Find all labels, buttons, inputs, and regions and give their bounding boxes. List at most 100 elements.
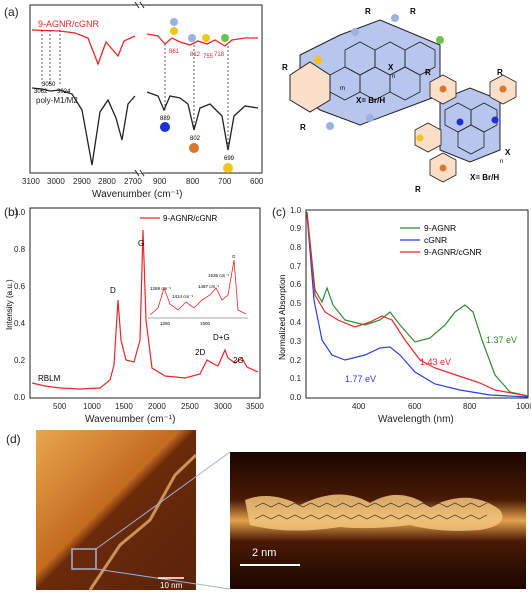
panel-c-legend: 9-AGNR cGNR 9-AGNR/cGNR — [400, 223, 482, 257]
panel-b-ylabel: Intensity (a.u.) — [5, 279, 14, 330]
series-cgnr — [306, 213, 529, 398]
xtick: 700 — [218, 177, 232, 186]
r-label: R — [497, 68, 503, 77]
peak-2d: 2D — [195, 348, 205, 357]
series-poly-m1m2-ir — [31, 87, 259, 166]
peak-d: D — [110, 286, 116, 295]
panel-c: (c) Normalized Absorption 0.0 0.1 0.2 0.… — [270, 200, 531, 425]
xtick: 1000 — [83, 402, 101, 411]
panel-d: (d) 10 nm 2 nm — [0, 425, 531, 595]
r-label: R — [415, 185, 421, 194]
panel-d-svg: (d) 10 nm 2 nm — [6, 430, 526, 591]
orange-dot — [189, 143, 199, 153]
legend-cgnr: cGNR — [424, 235, 447, 245]
xtick: 3100 — [22, 177, 40, 186]
ytick: 0.4 — [14, 319, 26, 328]
peak-g: G — [138, 239, 144, 248]
ytick: 0.0 — [290, 393, 302, 402]
r-label: R — [300, 123, 306, 132]
inset-peak: G — [232, 254, 236, 259]
panel-c-yticks: 0.0 0.1 0.2 0.3 0.4 0.5 0.6 0.7 0.8 0.9 … — [290, 206, 302, 402]
green-dot — [221, 34, 229, 42]
blue-dot — [160, 122, 170, 132]
xtick: 800 — [186, 177, 200, 186]
axis-break-top — [134, 1, 145, 9]
peak-861: 861 — [169, 49, 180, 55]
panel-a: (a) 9-AGNR/cGNR poly-M1/M2 3062 3050 302… — [0, 0, 531, 200]
xtick: 3000 — [214, 402, 232, 411]
xtick: 2000 — [148, 402, 166, 411]
ytick: 0.3 — [290, 337, 302, 346]
xtick: 3500 — [246, 402, 264, 411]
zoom-line-bottom — [95, 568, 231, 590]
annot-143: 1.43 eV — [420, 357, 451, 367]
peak-2g: 2G — [233, 356, 244, 365]
gnr-structure-1: R R R R X n m X= Br/H — [282, 7, 446, 132]
ytick: 0.6 — [14, 282, 26, 291]
panel-b: (b) Intensity (a.u.) 0.0 0.2 0.4 0.6 0.8… — [0, 200, 270, 425]
ytick: 0.8 — [14, 245, 26, 254]
m-label: m — [340, 86, 345, 92]
legend-9agnr: 9-AGNR — [424, 223, 456, 233]
annot-137: 1.37 eV — [486, 335, 517, 345]
panel-b-xlabel: Wavenumber (cm⁻¹) — [85, 414, 175, 425]
yellow-dot — [170, 27, 178, 35]
series-9agnr — [306, 211, 529, 397]
top-series-label: 9-AGNR/cGNR — [38, 19, 100, 29]
panel-c-svg: (c) Normalized Absorption 0.0 0.1 0.2 0.… — [272, 205, 531, 425]
xtick: 1500 — [115, 402, 133, 411]
peak-3050: 3050 — [42, 82, 56, 88]
panel-b-svg: (b) Intensity (a.u.) 0.0 0.2 0.4 0.6 0.8… — [4, 205, 264, 425]
yellow-dot — [202, 34, 210, 42]
n-label: n — [392, 74, 395, 80]
axis-break-bottom — [134, 169, 145, 177]
peak-3024: 3024 — [57, 89, 71, 95]
panel-a-label: (a) — [4, 5, 19, 19]
ytick: 0.0 — [14, 393, 26, 402]
panel-c-ylabel: Normalized Absorption — [277, 274, 287, 360]
stm-overview-image — [36, 430, 196, 590]
ytick: 1.0 — [14, 208, 26, 217]
panel-c-axes — [305, 209, 529, 399]
ytick: 0.6 — [290, 280, 302, 289]
peak-802: 802 — [190, 136, 201, 142]
inset-peak: 1414 cm⁻¹ — [172, 294, 194, 299]
light-blue-dot — [188, 34, 196, 42]
gnr-structure-2: R R R X n X= Br/H — [414, 68, 517, 194]
xtick: 400 — [352, 402, 366, 411]
panel-a-axes — [29, 4, 263, 174]
peak-889: 889 — [160, 116, 171, 122]
panel-b-axes — [29, 207, 261, 399]
ytick: 1.0 — [290, 206, 302, 215]
bottom-series-label: poly-M1/M2 — [36, 96, 78, 105]
r-label: R — [425, 68, 431, 77]
ytick: 0.5 — [290, 299, 302, 308]
peak-3062: 3062 — [34, 89, 48, 95]
xtick: 900 — [153, 177, 167, 186]
scale-left-label: 10 nm — [160, 581, 183, 590]
xtick: 600 — [408, 402, 422, 411]
xtick: 600 — [250, 177, 264, 186]
ytick: 0.1 — [290, 374, 302, 383]
panel-c-label: (c) — [272, 205, 286, 219]
peak-rblm: RBLM — [38, 374, 61, 383]
ytick: 0.2 — [290, 356, 302, 365]
xtick: 2500 — [181, 402, 199, 411]
panel-a-xlabel: Wavenumber (cm⁻¹) — [92, 189, 182, 200]
light-blue-dot — [170, 18, 178, 26]
peak-718: 718 — [214, 52, 225, 58]
raman-spectrum — [31, 229, 259, 390]
xtick: 3000 — [47, 177, 65, 186]
ytick: 0.9 — [290, 224, 302, 233]
series-9agnr-cgnr — [306, 213, 529, 397]
step-edge — [88, 453, 198, 591]
inset-xtick: 1250 — [160, 321, 171, 326]
peak-755: 755 — [203, 54, 214, 60]
peak-699: 699 — [224, 156, 235, 162]
peak-812: 812 — [190, 52, 201, 58]
raman-inset: 1269 cm⁻¹ 1414 cm⁻¹ 1487 cm⁻¹ 1536 cm⁻¹ … — [148, 254, 248, 326]
legend-label: 9-AGNR/cGNR — [163, 214, 217, 223]
n-label: n — [500, 159, 503, 165]
peak-d-plus-g: D+G — [213, 333, 230, 342]
inset-peak: 1269 cm⁻¹ — [150, 286, 172, 291]
